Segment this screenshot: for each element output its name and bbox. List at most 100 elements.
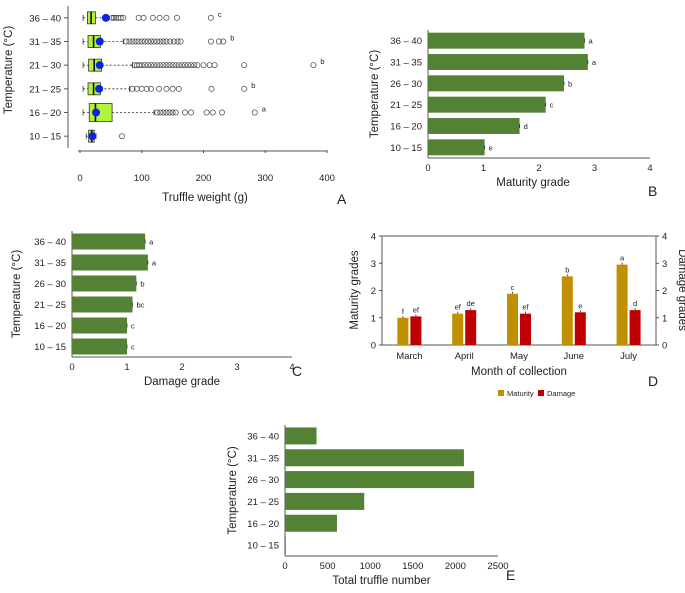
panel-A-outlier [251, 109, 258, 116]
panel-D-bar-maturity [397, 317, 409, 345]
panel-C-panel-letter: C [292, 363, 302, 379]
panel-A-outlier [129, 38, 136, 45]
panel-A-outlier [185, 62, 192, 69]
panel-E-x-tick-label: 2500 [487, 561, 508, 572]
panel-A-outlier [172, 109, 179, 116]
panel-B-bar [428, 139, 485, 156]
panel-A-outlier [207, 38, 214, 45]
panel-E-bar [285, 492, 365, 510]
panel-A-outlier [173, 14, 180, 21]
panel-A-outlier [120, 14, 127, 21]
panel-A-y-axis-title: Temperature (°C) [3, 26, 15, 114]
panel-D-legend-label: Maturity [507, 389, 534, 398]
panel-A-outlier [111, 14, 117, 21]
panel-A-outlier [166, 62, 173, 69]
panel-A-outlier [188, 109, 195, 116]
panel-E-x-tick-label: 500 [320, 561, 336, 572]
panel-A-mean-point [101, 13, 110, 22]
panel-A-outlier [143, 85, 150, 92]
panel-E-category-label: 31 – 35 [247, 453, 279, 464]
panel-E-category-label: 21 – 25 [247, 497, 279, 508]
panel-D-category-label: April [455, 351, 474, 362]
panel-D-y-tick-label: 1 [371, 313, 376, 324]
panel-A-outlier [141, 38, 148, 45]
panel-B-x-tick-label: 4 [647, 163, 652, 174]
panel-D-panel-letter: D [648, 373, 658, 389]
panel-B-category-label: 10 – 15 [390, 143, 422, 154]
panel-A-outlier [135, 38, 142, 45]
panel-D-legend-label: Damage [547, 389, 575, 398]
panel-A-outlier [177, 38, 184, 45]
panel-A-outlier [163, 85, 170, 92]
panel-D-category-label: May [510, 351, 528, 362]
panel-A-outlier [144, 38, 151, 45]
panel-A-outlier [163, 109, 170, 116]
panel-A-outlier [203, 109, 210, 116]
panel-A-outlier [241, 62, 248, 69]
panel-C-bar [72, 296, 133, 313]
panel-A-outlier [182, 109, 188, 116]
panel-A-category-label: 21 – 25 [29, 84, 61, 95]
panel-A-x-tick-label: 200 [196, 173, 212, 184]
panel-D-bar-damage [465, 310, 477, 345]
panel-C-significance-letter: c [131, 343, 135, 352]
panel-A-category-label: 21 – 30 [29, 61, 61, 72]
panel-A-significance-letter: b [230, 34, 234, 43]
panel-E-category-label: 10 – 15 [247, 541, 279, 552]
panel-C-x-tick-label: 0 [69, 362, 74, 373]
panel-C-significance-letter: a [152, 259, 157, 268]
panel-B-significance-letter: d [524, 122, 528, 131]
panel-A-outlier [211, 62, 218, 69]
panel-D-y-tick-label: 0 [371, 341, 376, 352]
panel-D-y-tick-label: 4 [371, 232, 376, 243]
panel-A-outlier [206, 62, 213, 69]
panel-B-significance-letter: b [568, 79, 572, 88]
panel-A-outlier [170, 38, 177, 45]
panel-A-outlier [163, 38, 170, 45]
panel-E-bar [285, 471, 475, 489]
panel-D-significance-letter: c [511, 283, 515, 292]
panel-A-outlier [160, 38, 167, 45]
panel-C-x-tick-label: 2 [179, 362, 184, 373]
panel-C-bar [72, 275, 137, 292]
panel-C-x-tick-label: 4 [289, 362, 294, 373]
panel-D-bar-damage [629, 310, 641, 345]
panel-D-category-label: June [563, 351, 584, 362]
panel-A-outlier [172, 62, 179, 69]
panel-A-outlier [220, 38, 227, 45]
panel-D-category-label: July [620, 351, 637, 362]
panel-A-outlier [160, 62, 167, 69]
panel-A-outlier [157, 109, 164, 116]
panel-E-bar [285, 514, 337, 532]
panel-A-outlier [175, 85, 182, 92]
panel-D-bar-maturity [507, 293, 518, 345]
panel-D-y2-tick-label: 1 [662, 313, 667, 324]
panel-A-outlier [182, 62, 188, 69]
panel-A-outlier [123, 38, 130, 45]
panel-D-significance-letter: d [633, 299, 637, 308]
panel-B-x-tick-label: 3 [592, 163, 597, 174]
panel-A-x-tick-label: 100 [134, 173, 150, 184]
panel-A-outlier [209, 109, 216, 116]
panel-B-significance-letter: c [550, 101, 554, 110]
panel-D-y2-tick-label: 3 [662, 259, 667, 270]
panel-A-outlier [138, 85, 145, 92]
panel-C-bar [72, 254, 148, 271]
panel-C-bar [72, 317, 127, 334]
panel-A-x-tick-label: 0 [77, 173, 82, 184]
panel-B-bar [428, 54, 588, 70]
panel-D-plot-frame [381, 235, 657, 346]
panel-A-outlier [129, 85, 136, 92]
panel-A-outlier [140, 14, 147, 21]
panel-A-outlier [149, 14, 156, 21]
panel-E-panel-letter: E [506, 567, 515, 583]
panel-D-y2-tick-label: 4 [662, 232, 667, 243]
panel-D-x-axis-title: Month of collection [471, 366, 567, 378]
panel-A-outlier [119, 133, 125, 140]
panel-A-outlier [310, 62, 317, 69]
panel-E-x-axis-title: Total truffle number [332, 575, 430, 587]
panel-B-bar [428, 96, 546, 113]
panel-A-outlier [144, 62, 151, 69]
panel-E-bar [285, 449, 464, 467]
